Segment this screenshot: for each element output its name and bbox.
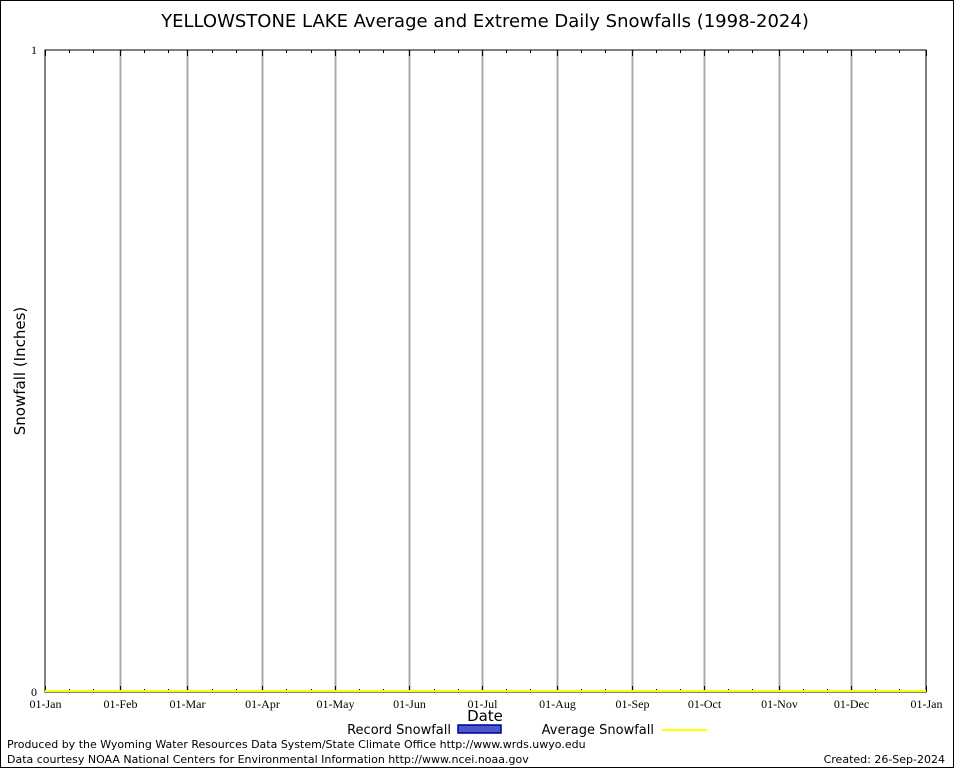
x-tick-label: 01-Jun (393, 697, 426, 711)
x-tick-label: 01-Mar (170, 697, 206, 711)
y-axis-label: Snowfall (Inches) (11, 307, 29, 435)
legend: Record Snowfall Average Snowfall (347, 723, 707, 738)
footer-courtesy: Data courtesy NOAA National Centers for … (7, 753, 529, 766)
x-tick-label: 01-Aug (539, 697, 576, 711)
x-tick-label: 01-May (317, 697, 355, 711)
x-tick-label: 01-Jul (468, 697, 499, 711)
footer-produced: Produced by the Wyoming Water Resources … (7, 738, 586, 751)
y-tick-label: 1 (31, 43, 37, 57)
x-tick-label: 01-Apr (245, 697, 280, 711)
x-tick-label: 01-Jan (30, 697, 62, 711)
x-tick-label: 01-Oct (688, 697, 722, 711)
x-tick-label: 01-Feb (104, 697, 138, 711)
x-tick-label: 01-Jan (911, 697, 943, 711)
x-tick-label: 01-Sep (616, 697, 650, 711)
x-tick-label: 01-Dec (834, 697, 869, 711)
legend-average-label: Average Snowfall (542, 723, 654, 738)
chart-title: YELLOWSTONE LAKE Average and Extreme Dai… (160, 11, 809, 32)
footer-created: Created: 26-Sep-2024 (824, 753, 945, 766)
legend-record-swatch (457, 724, 502, 734)
x-axis-label: Date (467, 707, 503, 725)
x-tick-label: 01-Nov (761, 697, 798, 711)
y-tick-label: 0 (31, 685, 37, 699)
legend-record-label: Record Snowfall (347, 723, 451, 738)
